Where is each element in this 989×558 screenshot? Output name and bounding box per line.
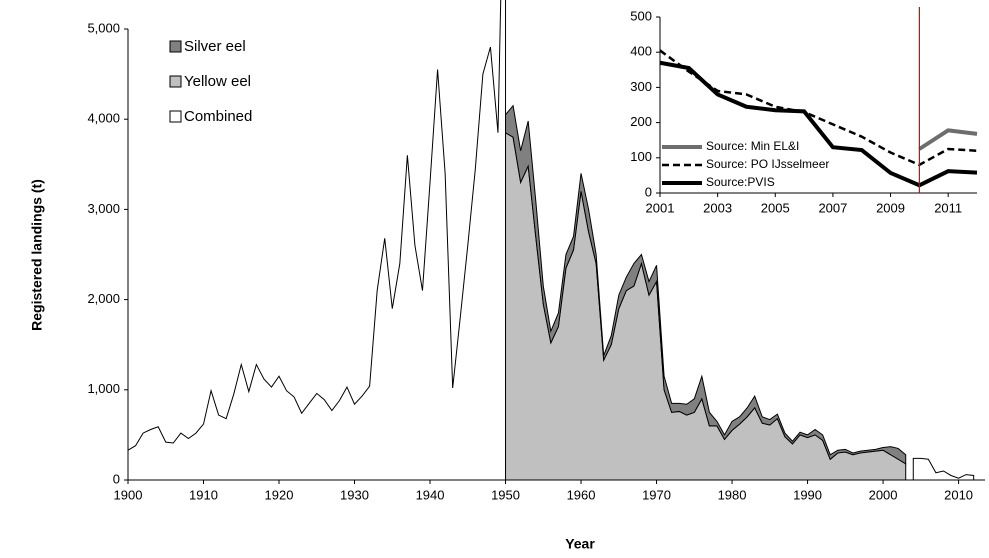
legend-label: Combined [184,108,252,125]
line [659,49,978,167]
x-tick-label: 2003 [703,200,732,215]
y-tick-label: 500 [630,8,652,23]
x-tick-label: 1970 [642,487,671,502]
y-tick-label: 1,000 [87,381,120,396]
y-tick-label: 4,000 [87,111,120,126]
x-tick-label: 1910 [189,487,218,502]
legend-label: Source: PO IJsselmeer [706,157,829,171]
legend-swatch [169,40,182,53]
x-tick-label: 1930 [340,487,369,502]
legend-swatch [169,75,182,88]
x-tick-label: 2001 [646,200,675,215]
x-axis-label: Year [565,536,595,552]
x-tick-label: 2000 [869,487,898,502]
legend-label: Source: Min EL&I [706,139,799,153]
y-tick-label: 0 [113,471,120,486]
x-tick-label: 1900 [114,487,143,502]
x-tick-label: 1940 [416,487,445,502]
x-tick-label: 1960 [567,487,596,502]
legend-label: Yellow eel [184,73,251,90]
x-tick-label: 1980 [718,487,747,502]
y-tick-label: 3,000 [87,201,120,216]
legend-swatch [169,110,182,123]
x-tick-label: 1990 [793,487,822,502]
y-tick-label: 200 [630,114,652,129]
legend-label: Silver eel [184,38,246,55]
y-tick-label: 300 [630,79,652,94]
line [659,60,978,188]
y-tick-label: 5,000 [87,20,120,35]
x-tick-label: 2011 [934,200,962,215]
x-tick-label: 2007 [818,200,847,215]
area [505,104,907,465]
legend-label: Source:PVIS [706,175,775,189]
inset-background [615,7,987,223]
y-tick-label: 2,000 [87,291,120,306]
x-tick-label: 1920 [265,487,294,502]
x-tick-label: 1950 [491,487,520,502]
y-axis-label: Registered landings (t) [29,179,45,331]
y-tick-label: 100 [630,149,652,164]
y-tick-label: 0 [645,184,652,199]
y-tick-label: 400 [630,44,652,59]
x-tick-label: 2010 [944,487,973,502]
line [918,128,978,151]
area [912,457,975,481]
x-tick-label: 2009 [876,200,905,215]
x-tick-label: 2005 [761,200,790,215]
